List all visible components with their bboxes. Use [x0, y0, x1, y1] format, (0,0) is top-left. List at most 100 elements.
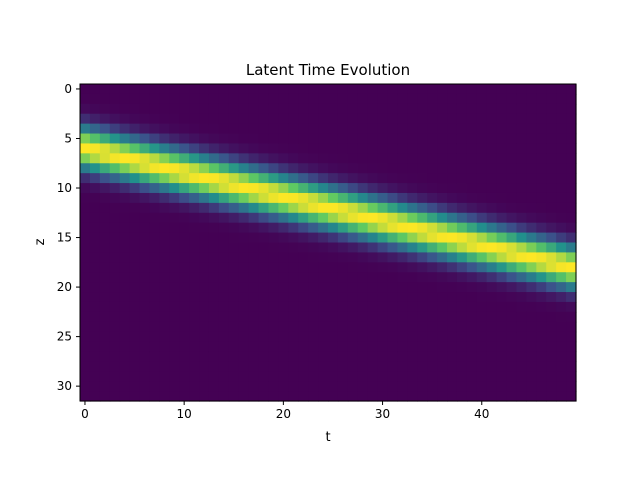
heatmap-cell [337, 93, 349, 105]
heatmap-cell [218, 93, 230, 105]
heatmap-cell [506, 282, 518, 293]
heatmap-cell [258, 93, 270, 105]
heatmap-cell [288, 321, 299, 333]
heatmap-cell [407, 84, 418, 95]
heatmap-cell [516, 103, 527, 115]
heatmap-cell [546, 301, 557, 313]
heatmap-cell [456, 301, 468, 313]
heatmap-cell [387, 371, 399, 382]
heatmap-cell [248, 272, 260, 283]
heatmap-cell [328, 84, 339, 95]
heatmap-cell [417, 103, 428, 115]
heatmap-cell [397, 341, 408, 353]
heatmap-cell [228, 123, 240, 135]
heatmap-cell [437, 163, 448, 174]
heatmap-cell [536, 153, 547, 164]
heatmap-cell [278, 232, 289, 244]
heatmap-cell [397, 371, 408, 382]
heatmap-cell [466, 173, 478, 184]
heatmap-cell [556, 163, 567, 174]
heatmap-cell [129, 103, 141, 115]
heatmap-cell [139, 331, 151, 343]
heatmap-cell [208, 173, 220, 184]
heatmap-cell [397, 301, 408, 313]
heatmap-cell [288, 252, 299, 263]
heatmap-cell [238, 301, 250, 313]
heatmap-cell [486, 272, 498, 283]
heatmap-cell [556, 311, 567, 323]
heatmap-cell [526, 262, 537, 273]
heatmap-cell [238, 143, 250, 154]
heatmap-cell [456, 371, 468, 382]
heatmap-cell [149, 252, 160, 263]
heatmap-cell [89, 292, 101, 303]
x-tick-label: 20 [276, 407, 291, 421]
heatmap-cell [447, 212, 458, 224]
heatmap-cell [228, 351, 240, 362]
heatmap-cell [328, 183, 339, 194]
heatmap-cell [417, 232, 428, 244]
heatmap-cell [427, 321, 438, 333]
heatmap-cell [288, 272, 299, 283]
heatmap-cell [179, 153, 190, 164]
heatmap-cell [258, 262, 270, 273]
heatmap-cell [298, 371, 309, 382]
heatmap-cell [278, 391, 289, 402]
heatmap-cell [387, 173, 399, 184]
heatmap-cell [298, 183, 309, 194]
heatmap-cell [466, 232, 478, 244]
heatmap-cell [248, 292, 260, 303]
heatmap-cell [536, 103, 547, 115]
heatmap-cell [139, 212, 151, 224]
heatmap-cell [546, 361, 557, 372]
heatmap-cell [496, 84, 508, 95]
heatmap-cell [516, 252, 527, 263]
heatmap-cell [268, 331, 279, 343]
heatmap-cell [377, 113, 389, 125]
heatmap-cell [347, 361, 359, 372]
heatmap-cell [308, 173, 319, 184]
heatmap-cell [99, 84, 111, 95]
heatmap-cell [397, 361, 408, 372]
heatmap-cell [417, 301, 428, 313]
heatmap-cell [456, 242, 468, 254]
heatmap-cell [347, 242, 359, 254]
heatmap-cell [139, 242, 151, 254]
heatmap-cell [308, 282, 319, 293]
heatmap-cell [516, 173, 527, 184]
heatmap-cell [496, 331, 508, 343]
heatmap-cell [456, 321, 468, 333]
heatmap-cell [149, 341, 160, 353]
heatmap-cell [248, 381, 260, 392]
y-tick-label: 25 [57, 330, 72, 344]
heatmap-cell [179, 232, 190, 244]
heatmap-cell [258, 202, 270, 214]
heatmap-cell [129, 311, 141, 323]
heatmap-cell [80, 371, 91, 382]
heatmap-cell [437, 272, 448, 283]
heatmap-cell [536, 321, 547, 333]
heatmap-cell [407, 242, 418, 254]
heatmap-cell [377, 292, 389, 303]
heatmap-cell [546, 93, 557, 105]
heatmap-cell [337, 252, 349, 263]
heatmap-cell [526, 321, 537, 333]
heatmap-cell [308, 292, 319, 303]
heatmap-cell [248, 341, 260, 353]
heatmap-cell [427, 202, 438, 214]
heatmap-cell [526, 113, 537, 125]
heatmap-cell [476, 153, 488, 164]
heatmap-cell [149, 282, 160, 293]
heatmap-cell [357, 292, 369, 303]
heatmap-cell [536, 212, 547, 224]
heatmap-cell [506, 113, 518, 125]
heatmap-cell [89, 381, 101, 392]
heatmap-cell [308, 262, 319, 273]
heatmap-cell [179, 331, 190, 343]
heatmap-cell [298, 391, 309, 402]
heatmap-cell [218, 282, 230, 293]
heatmap-cell [318, 183, 329, 194]
heatmap-cell [278, 84, 289, 95]
heatmap-cell [278, 212, 289, 224]
heatmap-cell [536, 252, 547, 263]
